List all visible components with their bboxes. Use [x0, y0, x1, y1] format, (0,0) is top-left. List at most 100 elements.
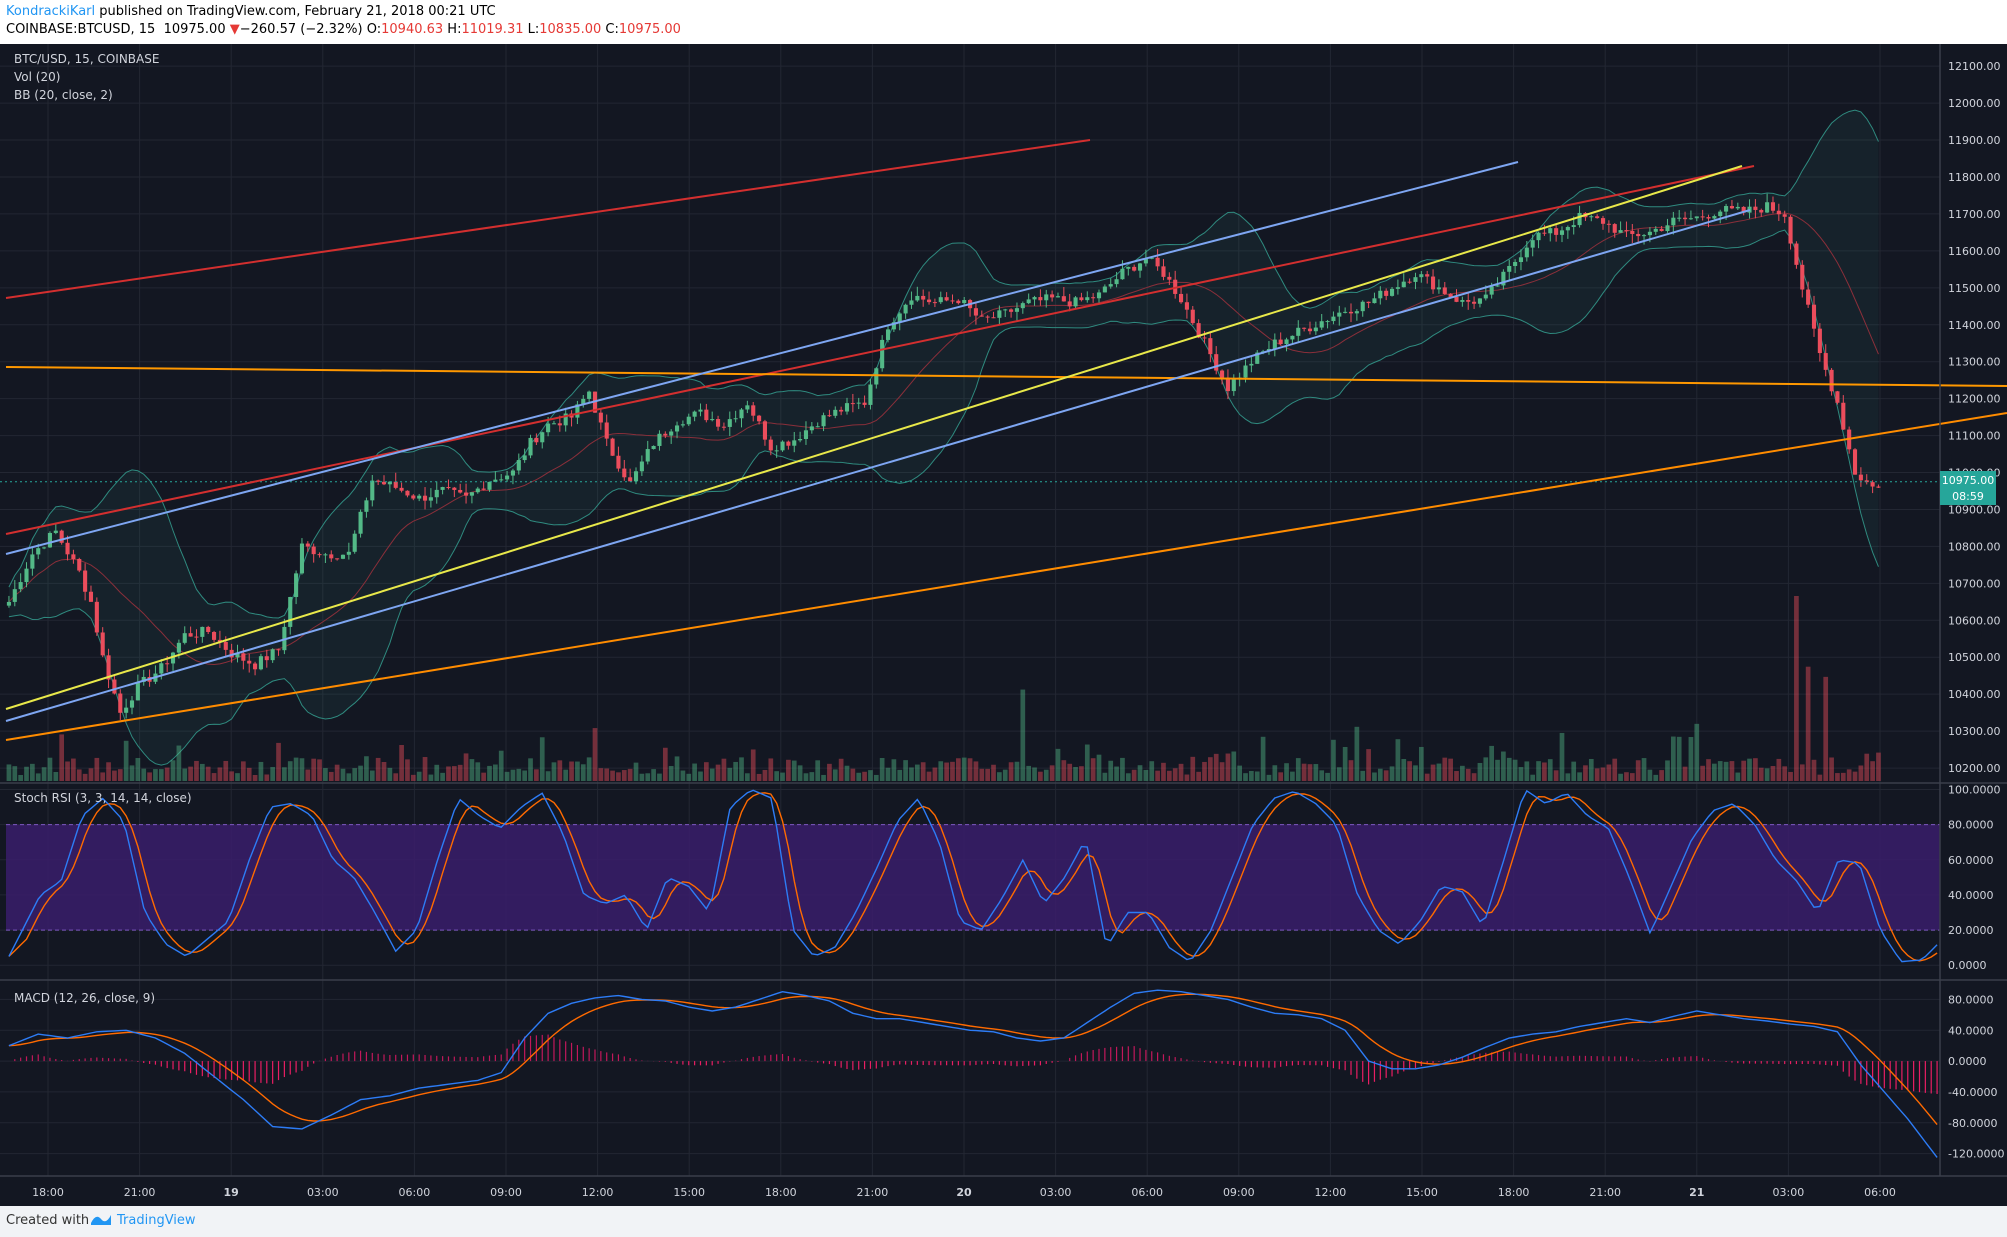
volume-bar — [381, 761, 387, 781]
volume-bar — [1295, 758, 1301, 781]
candle — [1694, 216, 1699, 219]
candle — [716, 419, 721, 427]
candle — [1220, 370, 1225, 378]
candle — [411, 495, 416, 499]
candle — [358, 511, 363, 534]
candle — [534, 437, 539, 443]
bollinger-upper — [8, 109, 1879, 619]
volume-bar — [1401, 758, 1407, 781]
volume-bar — [1559, 732, 1565, 781]
bollinger-lower — [8, 229, 1879, 766]
author-link[interactable]: KondrackiKarl — [6, 4, 96, 19]
candle — [1647, 231, 1652, 236]
candle — [135, 681, 140, 701]
volume-bar — [1436, 763, 1442, 781]
bollinger-bands — [8, 109, 1879, 766]
time-tick-label: 18:00 — [765, 1186, 797, 1199]
macd-tick-label: 0.0000 — [1948, 1055, 1987, 1068]
candle — [1319, 321, 1324, 328]
volume-bar — [1172, 768, 1178, 781]
volume-bars — [6, 596, 1881, 781]
candle — [1718, 211, 1723, 217]
volume-bar — [1624, 772, 1629, 781]
volume-bar — [1237, 765, 1243, 781]
volume-bar — [680, 770, 686, 781]
candle — [141, 676, 146, 682]
volume-bar — [1706, 759, 1711, 781]
stoch-tick-label: 60.0000 — [1948, 854, 1994, 867]
volume-bar — [35, 773, 41, 781]
candle — [440, 487, 445, 490]
candle — [686, 416, 691, 425]
candle — [1038, 297, 1043, 301]
volume-bar — [997, 772, 1002, 781]
volume-bar — [1700, 765, 1705, 781]
candle — [692, 411, 697, 417]
volume-bar — [768, 758, 774, 781]
candle — [94, 601, 99, 633]
volume-bar — [645, 773, 651, 781]
candle — [317, 554, 322, 556]
candle — [1114, 279, 1119, 285]
volume-bar — [956, 758, 961, 781]
candle — [1817, 328, 1822, 354]
volume-bar — [1284, 763, 1289, 781]
volume-bar — [733, 761, 738, 781]
trendline — [5, 139, 1091, 299]
volume-bar — [1307, 764, 1313, 781]
volume-bar — [780, 772, 785, 781]
published-text: published on TradingView.com, February 2… — [95, 4, 496, 19]
candle — [1759, 209, 1764, 213]
candle — [12, 589, 17, 602]
volume-bar — [539, 737, 545, 781]
volume-bar — [270, 767, 276, 781]
candle — [833, 409, 838, 416]
volume-bar — [657, 773, 662, 781]
time-tick-label: 06:00 — [1131, 1186, 1163, 1199]
candle — [1811, 304, 1817, 329]
open-label: O: — [366, 22, 382, 37]
volume-bar — [1846, 769, 1852, 781]
volume-bar — [30, 763, 35, 781]
time-tick-label: 06:00 — [399, 1186, 431, 1199]
volume-bar — [1014, 761, 1020, 781]
candle — [798, 438, 803, 441]
open-value: 10940.63 — [381, 22, 444, 37]
volume-bar — [282, 767, 287, 781]
candle — [1442, 287, 1447, 294]
candle — [1729, 206, 1734, 209]
volume-bar — [709, 768, 715, 781]
volume-bar — [94, 757, 100, 781]
volume-bar — [1120, 757, 1125, 781]
candle — [217, 639, 222, 642]
volume-bar — [1647, 769, 1653, 781]
volume-bar — [844, 765, 850, 781]
price-tick-label: 12100.00 — [1948, 60, 2001, 73]
candle — [598, 412, 603, 423]
volume-bar — [809, 772, 815, 781]
volume-bar — [176, 745, 182, 781]
candle — [1765, 202, 1770, 213]
candle — [235, 653, 240, 658]
candle — [1507, 265, 1512, 272]
candle — [118, 693, 123, 713]
candle — [212, 631, 217, 640]
candle — [59, 530, 64, 543]
volume-bar — [317, 759, 322, 781]
candle — [1331, 316, 1336, 322]
volume-bar — [217, 767, 223, 781]
trading-chart[interactable]: 12100.00 12000.00 11900.00 11800.00 11700.00… — [0, 44, 2007, 1206]
volume-bar — [1178, 763, 1184, 781]
candle — [1835, 391, 1840, 403]
volume-bar — [1688, 737, 1694, 781]
volume-bar — [1489, 745, 1495, 781]
high-label: H: — [447, 22, 462, 37]
volume-bar — [838, 758, 844, 781]
volume-bar — [621, 770, 627, 781]
candle — [540, 432, 545, 443]
tradingview-link[interactable]: TradingView — [117, 1213, 196, 1228]
candle — [628, 477, 633, 482]
price-tick-label: 11300.00 — [1948, 356, 2001, 369]
price-badge-value: 10975.00 — [1942, 474, 1995, 487]
volume-bar — [422, 757, 428, 781]
